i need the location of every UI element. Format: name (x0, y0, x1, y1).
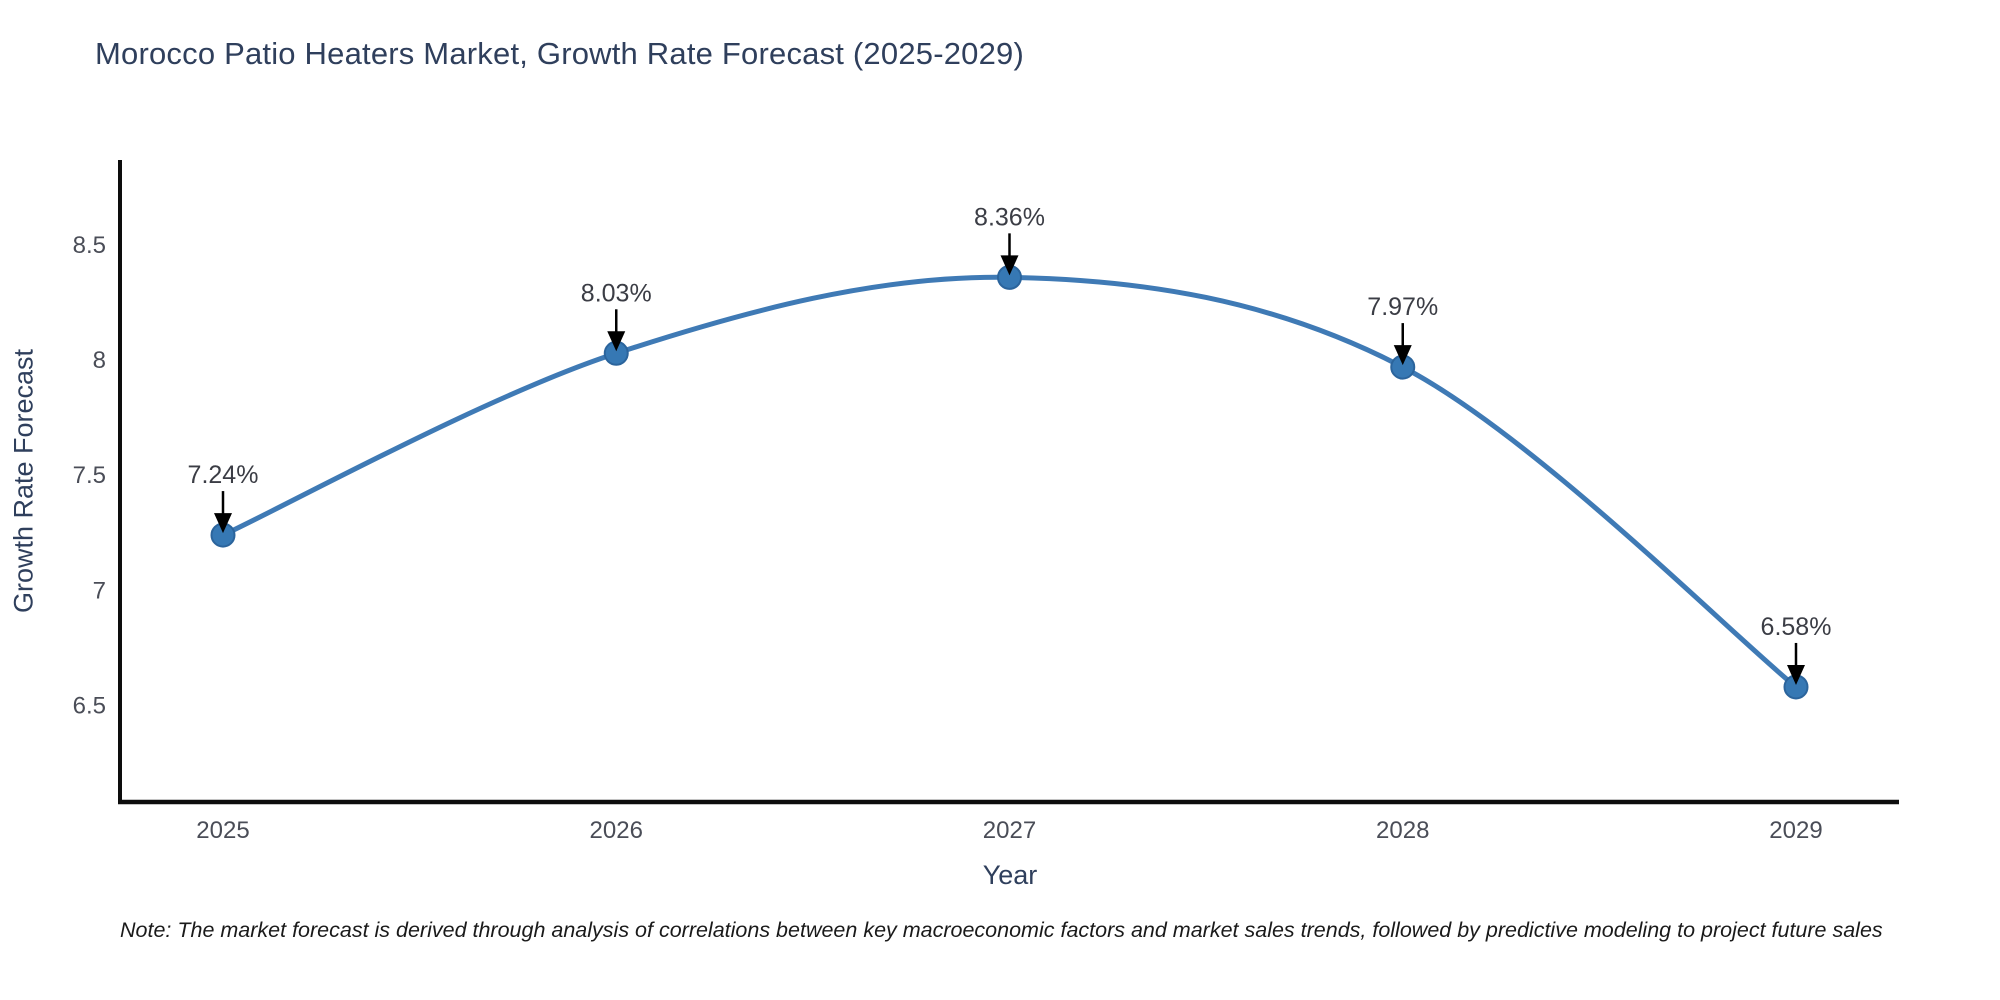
annotation-arrowhead (1393, 345, 1412, 366)
annotation-arrowhead (1787, 664, 1805, 685)
point-value-label: 7.24% (188, 461, 259, 489)
annotation-arrowhead (607, 331, 626, 352)
x-axis-title: Year (982, 860, 1038, 890)
annotation-arrowhead (214, 513, 232, 534)
y-tick-label: 7.5 (73, 462, 106, 489)
x-tick-label: 2028 (1376, 817, 1429, 844)
y-axis-title: Growth Rate Forecast (8, 348, 39, 614)
y-tick-label: 8.5 (73, 232, 106, 259)
series-line (220, 274, 1799, 690)
x-tick-label: 2025 (196, 817, 249, 844)
footnote: Note: The market forecast is derived thr… (120, 918, 1883, 942)
chart-title: Morocco Patio Heaters Market, Growth Rat… (95, 36, 1025, 71)
annotation-arrowhead (1000, 255, 1019, 276)
point-value-label: 8.36% (974, 203, 1045, 231)
point-value-label: 8.03% (581, 279, 652, 307)
y-tick-label: 7 (93, 577, 106, 604)
x-tick-label: 2027 (983, 817, 1036, 844)
point-value-label: 6.58% (1761, 613, 1832, 641)
x-tick-label: 2026 (590, 817, 643, 844)
point-value-label: 7.97% (1367, 293, 1438, 321)
x-tick-label: 2029 (1769, 817, 1822, 844)
y-tick-label: 8 (93, 347, 106, 374)
y-tick-label: 6.5 (73, 692, 106, 719)
